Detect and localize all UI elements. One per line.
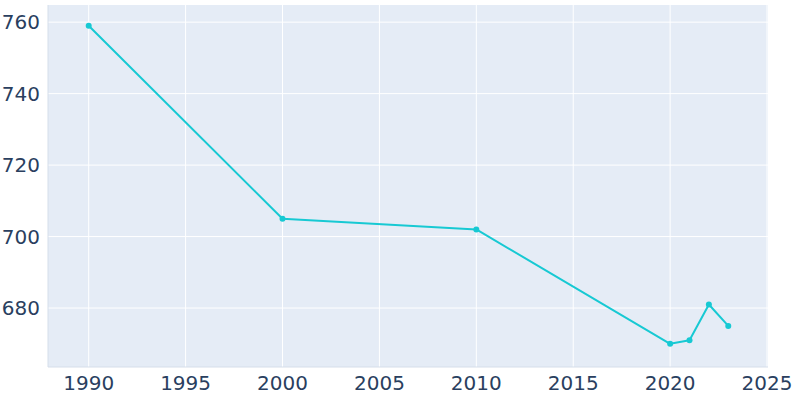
point — [687, 337, 693, 343]
y-tick-label: 720 — [2, 153, 40, 177]
point — [725, 323, 731, 329]
plot-background — [48, 5, 768, 367]
x-tick-label: 2015 — [548, 371, 599, 395]
point — [706, 301, 712, 307]
x-grid-line — [282, 5, 283, 367]
point — [86, 23, 92, 29]
y-tick-label: 680 — [2, 296, 40, 320]
x-tick-label: 1995 — [160, 371, 211, 395]
x-grid-line — [185, 5, 186, 367]
y-grid-line — [48, 165, 768, 166]
x-grid-line — [88, 5, 89, 367]
chart-svg: 1990 1995 2000 2005 2010 2015 2020 2025 680 700 72… — [0, 0, 800, 400]
x-tick-label: 1990 — [63, 371, 114, 395]
y-tick-label: 700 — [2, 225, 40, 249]
x-tick-label: 2010 — [451, 371, 502, 395]
point — [280, 216, 286, 222]
y-tick-label: 760 — [2, 10, 40, 34]
x-grid-line — [670, 5, 671, 367]
y-tick-label: 740 — [2, 82, 40, 106]
x-grid-line — [476, 5, 477, 367]
series — [86, 23, 732, 347]
y-grid-line — [48, 22, 768, 23]
x-grid-line — [767, 5, 768, 367]
y-axis-line — [48, 5, 49, 367]
line — [89, 26, 729, 344]
x-axis-line — [48, 367, 768, 368]
y-grid-line — [48, 236, 768, 237]
chart-container: 1990 1995 2000 2005 2010 2015 2020 2025 680 700 72… — [0, 0, 800, 400]
x-tick-label: 2020 — [645, 371, 696, 395]
x-grid-line — [379, 5, 380, 367]
y-grid-line — [48, 308, 768, 309]
x-tick-label: 2005 — [354, 371, 405, 395]
x-tick-label: 2025 — [742, 371, 793, 395]
x-grid-line — [573, 5, 574, 367]
point — [667, 341, 673, 347]
grid — [48, 5, 768, 367]
point — [473, 226, 479, 232]
x-tick-label: 2000 — [257, 371, 308, 395]
